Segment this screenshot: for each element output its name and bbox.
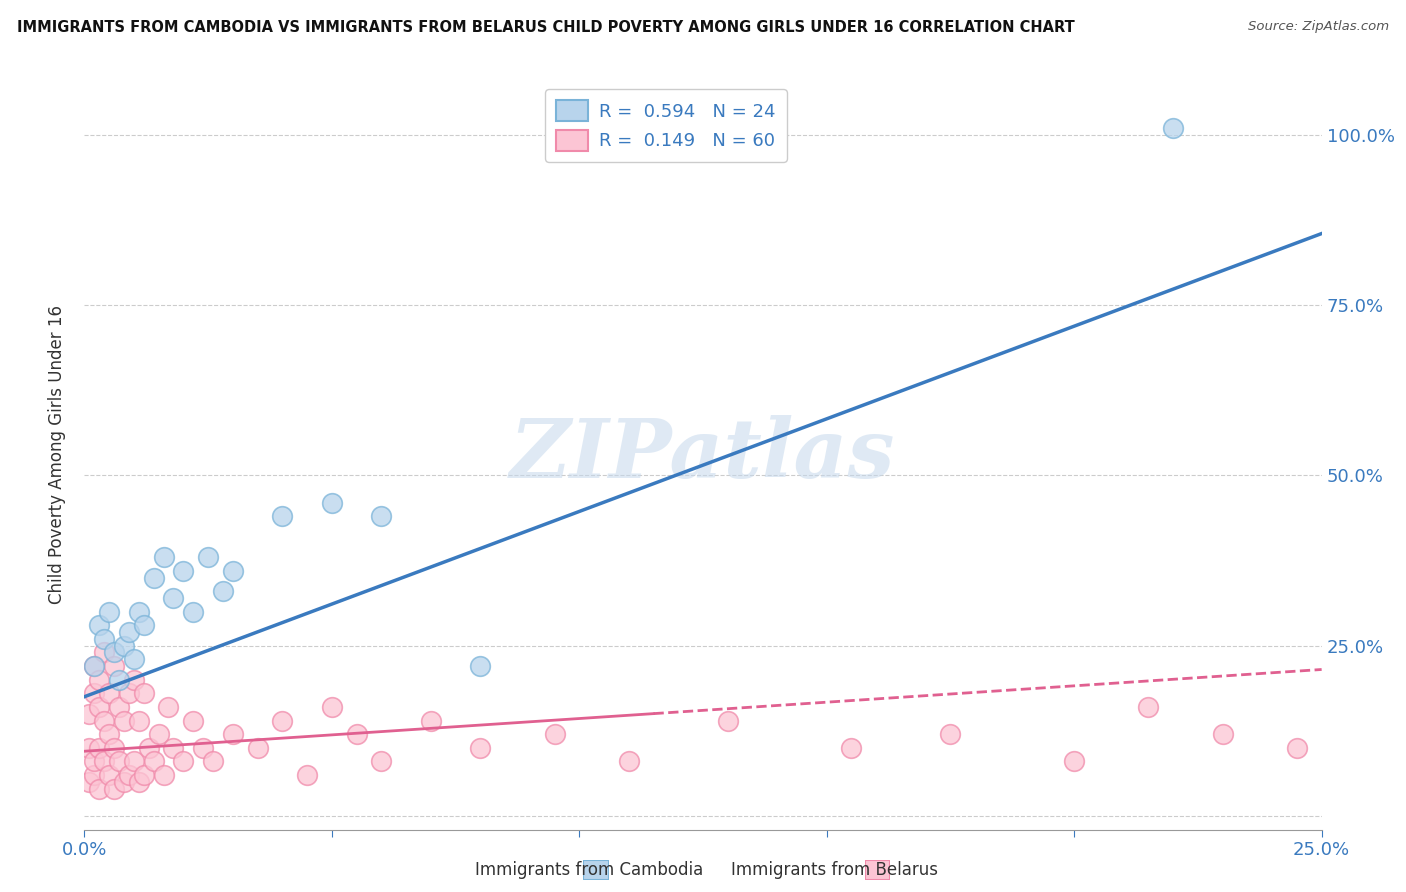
Point	[103, 659, 125, 673]
Text: Immigrants from Belarus: Immigrants from Belarus	[731, 861, 938, 879]
Point	[1161, 120, 1184, 135]
Point	[152, 768, 174, 782]
Point	[83, 768, 105, 782]
Y-axis label: Child Poverty Among Girls Under 16: Child Poverty Among Girls Under 16	[48, 305, 66, 605]
Point	[246, 740, 269, 755]
Point	[108, 673, 131, 687]
Point	[112, 639, 135, 653]
Point	[79, 775, 101, 789]
Point	[181, 714, 204, 728]
Point	[118, 625, 141, 640]
Point	[132, 686, 155, 700]
Point	[191, 740, 214, 755]
Point	[470, 740, 492, 755]
Point	[83, 686, 105, 700]
Point	[295, 768, 318, 782]
Point	[717, 714, 740, 728]
Point	[103, 645, 125, 659]
Point	[98, 686, 121, 700]
Point	[321, 700, 343, 714]
Legend: R =  0.594   N = 24, R =  0.149   N = 60: R = 0.594 N = 24, R = 0.149 N = 60	[546, 89, 786, 161]
Point	[118, 686, 141, 700]
Point	[128, 714, 150, 728]
Point	[271, 714, 294, 728]
Point	[93, 632, 115, 646]
Point	[93, 755, 115, 769]
Point	[271, 509, 294, 524]
Point	[112, 714, 135, 728]
Text: ZIPatlas: ZIPatlas	[510, 415, 896, 495]
Point	[128, 605, 150, 619]
Point	[98, 727, 121, 741]
Point	[543, 727, 565, 741]
Point	[841, 740, 863, 755]
Point	[157, 700, 180, 714]
Point	[1137, 700, 1160, 714]
Point	[172, 755, 194, 769]
Text: IMMIGRANTS FROM CAMBODIA VS IMMIGRANTS FROM BELARUS CHILD POVERTY AMONG GIRLS UN: IMMIGRANTS FROM CAMBODIA VS IMMIGRANTS F…	[17, 20, 1074, 35]
Text: Source: ZipAtlas.com: Source: ZipAtlas.com	[1249, 20, 1389, 33]
Point	[122, 673, 145, 687]
Point	[1063, 755, 1085, 769]
Point	[222, 727, 245, 741]
Point	[132, 768, 155, 782]
Point	[152, 550, 174, 565]
Point	[83, 659, 105, 673]
Point	[89, 740, 111, 755]
Point	[617, 755, 640, 769]
Point	[83, 755, 105, 769]
Point	[112, 775, 135, 789]
Point	[128, 775, 150, 789]
Point	[89, 618, 111, 632]
Point	[222, 564, 245, 578]
Point	[98, 768, 121, 782]
Point	[162, 740, 184, 755]
Point	[142, 570, 165, 584]
Point	[132, 618, 155, 632]
Point	[103, 781, 125, 796]
Point	[419, 714, 441, 728]
Point	[89, 781, 111, 796]
Text: Immigrants from Cambodia: Immigrants from Cambodia	[475, 861, 703, 879]
Point	[370, 755, 392, 769]
Point	[103, 740, 125, 755]
Point	[89, 700, 111, 714]
Point	[118, 768, 141, 782]
Point	[93, 714, 115, 728]
Point	[470, 659, 492, 673]
Point	[212, 584, 235, 599]
Point	[98, 605, 121, 619]
Point	[370, 509, 392, 524]
Point	[197, 550, 219, 565]
Point	[321, 495, 343, 509]
Point	[122, 755, 145, 769]
Point	[79, 740, 101, 755]
Point	[89, 673, 111, 687]
Point	[79, 706, 101, 721]
Point	[172, 564, 194, 578]
Point	[181, 605, 204, 619]
Point	[108, 700, 131, 714]
Point	[142, 755, 165, 769]
Point	[122, 652, 145, 666]
Point	[83, 659, 105, 673]
Point	[148, 727, 170, 741]
Point	[346, 727, 368, 741]
Point	[939, 727, 962, 741]
Point	[162, 591, 184, 605]
Point	[108, 755, 131, 769]
Point	[202, 755, 225, 769]
Point	[93, 645, 115, 659]
Point	[1285, 740, 1308, 755]
Point	[1212, 727, 1234, 741]
Point	[138, 740, 160, 755]
